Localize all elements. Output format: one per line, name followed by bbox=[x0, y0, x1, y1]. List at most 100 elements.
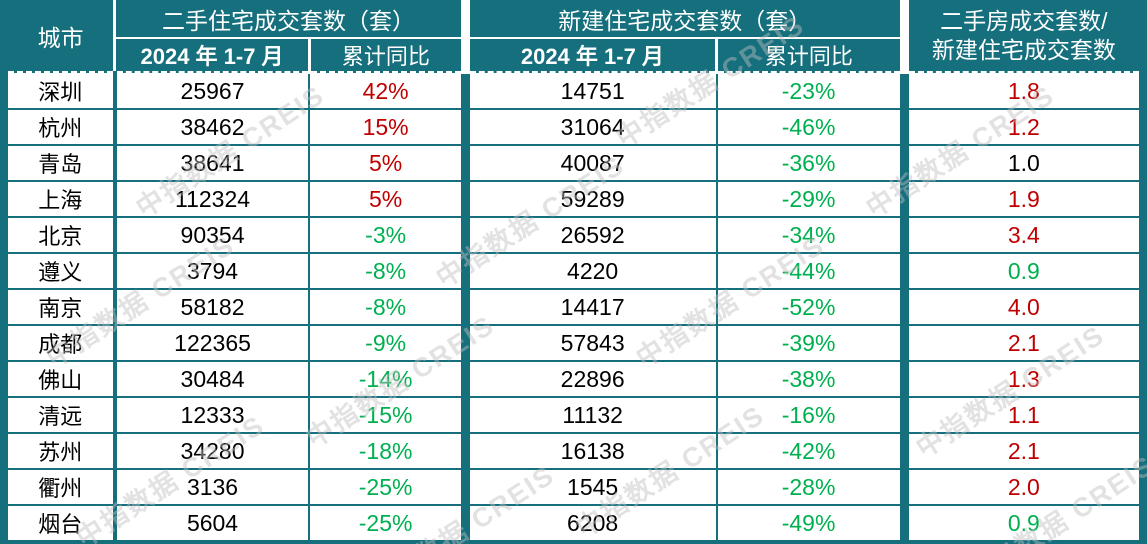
ratio-cell: 1.8 bbox=[899, 71, 1139, 109]
new-count-cell: 26592 bbox=[460, 216, 717, 253]
new-yoy-cell: -16% bbox=[715, 396, 905, 433]
new-count-cell: 31064 bbox=[460, 108, 717, 145]
secondhand-yoy-cell: -8% bbox=[308, 252, 466, 289]
new-yoy-cell: -42% bbox=[715, 432, 905, 469]
city-cell: 上海 bbox=[8, 180, 115, 217]
ratio-cell: 2.1 bbox=[899, 432, 1139, 469]
secondhand-count-cell: 12333 bbox=[112, 396, 310, 433]
city-cell: 遵义 bbox=[8, 252, 115, 289]
new-yoy-cell: -39% bbox=[715, 324, 905, 361]
secondhand-count-cell: 90354 bbox=[112, 216, 310, 253]
header-secondhand-group: 二手住宅成交套数（套） bbox=[113, 0, 466, 39]
ratio-cell: 1.1 bbox=[899, 396, 1139, 433]
new-yoy-cell: -34% bbox=[715, 216, 905, 253]
city-cell: 深圳 bbox=[8, 71, 115, 109]
secondhand-count-cell: 112324 bbox=[112, 180, 310, 217]
table-row: 南京 58182 -8% 14417 -52% 4.0 bbox=[8, 288, 1139, 325]
header-ratio-line2: 新建住宅成交套数 bbox=[931, 36, 1116, 63]
secondhand-count-cell: 30484 bbox=[112, 360, 310, 397]
city-cell: 苏州 bbox=[8, 432, 115, 469]
city-cell: 青岛 bbox=[8, 144, 115, 181]
header-new-yoy: 累计同比 bbox=[715, 38, 905, 74]
table-row: 北京 90354 -3% 26592 -34% 3.4 bbox=[8, 216, 1139, 253]
new-count-cell: 11132 bbox=[460, 396, 717, 433]
header-secondhand-yoy: 累计同比 bbox=[307, 38, 466, 74]
city-cell: 南京 bbox=[8, 288, 115, 325]
city-cell: 烟台 bbox=[8, 504, 115, 540]
new-yoy-cell: -46% bbox=[715, 108, 905, 145]
table-row: 烟台 5604 -25% 6208 -49% 0.9 bbox=[8, 504, 1139, 540]
secondhand-count-cell: 5604 bbox=[112, 504, 310, 540]
city-cell: 成都 bbox=[8, 324, 115, 361]
ratio-cell: 3.4 bbox=[899, 216, 1139, 253]
table-row: 苏州 34280 -18% 16138 -42% 2.1 bbox=[8, 432, 1139, 469]
table-row: 清远 12333 -15% 11132 -16% 1.1 bbox=[8, 396, 1139, 433]
new-count-cell: 40087 bbox=[460, 144, 717, 181]
header-secondhand-period: 2024 年 1-7 月 bbox=[113, 38, 310, 74]
secondhand-count-cell: 3794 bbox=[112, 252, 310, 289]
secondhand-yoy-cell: -25% bbox=[308, 468, 466, 505]
table-row: 成都 122365 -9% 57843 -39% 2.1 bbox=[8, 324, 1139, 361]
new-count-cell: 1545 bbox=[460, 468, 717, 505]
secondhand-yoy-cell: 5% bbox=[308, 180, 466, 217]
secondhand-yoy-cell: 5% bbox=[308, 144, 466, 181]
secondhand-yoy-cell: -14% bbox=[308, 360, 466, 397]
header-new-group: 新建住宅成交套数（套） bbox=[460, 0, 905, 39]
new-count-cell: 6208 bbox=[460, 504, 717, 540]
secondhand-yoy-cell: -3% bbox=[308, 216, 466, 253]
new-count-cell: 16138 bbox=[460, 432, 717, 469]
table-body: 深圳 25967 42% 14751 -23% 1.8 杭州 38462 15%… bbox=[8, 71, 1139, 540]
new-yoy-cell: -36% bbox=[715, 144, 905, 181]
header-city: 城市 bbox=[8, 0, 115, 74]
new-yoy-cell: -49% bbox=[715, 504, 905, 540]
table-row: 上海 112324 5% 59289 -29% 1.9 bbox=[8, 180, 1139, 217]
new-count-cell: 22896 bbox=[460, 360, 717, 397]
new-count-cell: 14751 bbox=[460, 71, 717, 109]
ratio-cell: 1.0 bbox=[899, 144, 1139, 181]
housing-transactions-table: 城市 二手住宅成交套数（套） 新建住宅成交套数（套） 二手房成交套数/ 新建住宅… bbox=[8, 0, 1139, 540]
secondhand-yoy-cell: -8% bbox=[308, 288, 466, 325]
ratio-cell: 1.2 bbox=[899, 108, 1139, 145]
new-yoy-cell: -28% bbox=[715, 468, 905, 505]
table-header: 城市 二手住宅成交套数（套） 新建住宅成交套数（套） 二手房成交套数/ 新建住宅… bbox=[8, 0, 1139, 74]
new-yoy-cell: -52% bbox=[715, 288, 905, 325]
new-yoy-cell: -38% bbox=[715, 360, 905, 397]
secondhand-yoy-cell: 42% bbox=[308, 71, 466, 109]
ratio-cell: 0.9 bbox=[899, 504, 1139, 540]
secondhand-yoy-cell: -25% bbox=[308, 504, 466, 540]
city-cell: 佛山 bbox=[8, 360, 115, 397]
table-row: 青岛 38641 5% 40087 -36% 1.0 bbox=[8, 144, 1139, 181]
new-count-cell: 57843 bbox=[460, 324, 717, 361]
new-count-cell: 59289 bbox=[460, 180, 717, 217]
ratio-cell: 0.9 bbox=[899, 252, 1139, 289]
ratio-cell: 2.0 bbox=[899, 468, 1139, 505]
table-row: 遵义 3794 -8% 4220 -44% 0.9 bbox=[8, 252, 1139, 289]
header-ratio: 二手房成交套数/ 新建住宅成交套数 bbox=[899, 0, 1139, 74]
secondhand-count-cell: 38641 bbox=[112, 144, 310, 181]
secondhand-yoy-cell: -15% bbox=[308, 396, 466, 433]
secondhand-yoy-cell: -18% bbox=[308, 432, 466, 469]
city-cell: 清远 bbox=[8, 396, 115, 433]
secondhand-count-cell: 25967 bbox=[112, 71, 310, 109]
city-cell: 衢州 bbox=[8, 468, 115, 505]
new-yoy-cell: -44% bbox=[715, 252, 905, 289]
secondhand-yoy-cell: -9% bbox=[308, 324, 466, 361]
ratio-cell: 4.0 bbox=[899, 288, 1139, 325]
new-yoy-cell: -29% bbox=[715, 180, 905, 217]
city-cell: 北京 bbox=[8, 216, 115, 253]
table-row: 深圳 25967 42% 14751 -23% 1.8 bbox=[8, 71, 1139, 109]
secondhand-count-cell: 34280 bbox=[112, 432, 310, 469]
secondhand-count-cell: 122365 bbox=[112, 324, 310, 361]
ratio-cell: 2.1 bbox=[899, 324, 1139, 361]
new-count-cell: 4220 bbox=[460, 252, 717, 289]
secondhand-count-cell: 38462 bbox=[112, 108, 310, 145]
header-ratio-line1: 二手房成交套数/ bbox=[940, 7, 1108, 34]
table-row: 杭州 38462 15% 31064 -46% 1.2 bbox=[8, 108, 1139, 145]
table-row: 佛山 30484 -14% 22896 -38% 1.3 bbox=[8, 360, 1139, 397]
table-row: 衢州 3136 -25% 1545 -28% 2.0 bbox=[8, 468, 1139, 505]
new-count-cell: 14417 bbox=[460, 288, 717, 325]
secondhand-yoy-cell: 15% bbox=[308, 108, 466, 145]
ratio-cell: 1.3 bbox=[899, 360, 1139, 397]
